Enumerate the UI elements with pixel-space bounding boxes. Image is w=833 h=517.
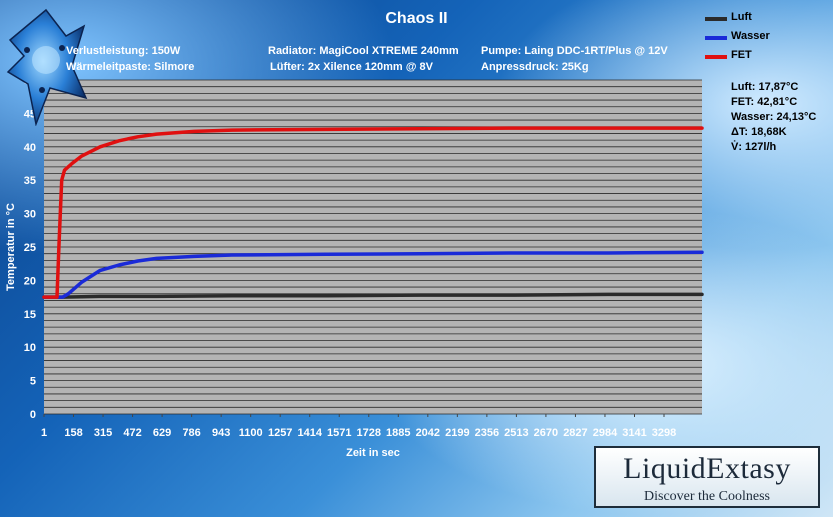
x-tick-label: 2199 xyxy=(445,427,469,439)
y-tick-label: 10 xyxy=(24,342,36,354)
brand-name: LiquidExtasy xyxy=(623,452,791,485)
y-tick-label: 35 xyxy=(24,175,36,187)
logo-star-icon xyxy=(6,8,88,131)
x-tick-label: 2984 xyxy=(593,427,618,439)
x-tick-label: 1728 xyxy=(357,427,381,439)
x-tick-label: 2042 xyxy=(416,427,440,439)
chart-legend: Luft Wasser FET xyxy=(705,10,825,67)
x-tick-label: 2513 xyxy=(504,427,528,439)
y-axis-label: Temperatur in °C xyxy=(5,203,17,291)
legend-item-luft: Luft xyxy=(705,10,825,29)
x-tick-label: 1885 xyxy=(386,427,410,439)
y-tick-label: 5 xyxy=(30,376,36,388)
readout-wasser: Wasser: 24,13°C xyxy=(731,111,817,123)
y-tick-label: 20 xyxy=(24,275,36,287)
y-tick-label: 0 xyxy=(30,409,36,421)
y-tick-label: 40 xyxy=(24,142,36,154)
series-line-wasser xyxy=(42,250,704,299)
info-radiator: Radiator: MagiCool XTREME 240mm xyxy=(268,45,459,57)
x-tick-label: 2356 xyxy=(475,427,499,439)
x-tick-label: 629 xyxy=(153,427,171,439)
legend-swatch-fet xyxy=(705,55,727,59)
x-tick-label: 1414 xyxy=(297,427,322,439)
info-anpressdruck: Anpressdruck: 25Kg xyxy=(481,61,589,73)
x-tick-label: 315 xyxy=(94,427,112,439)
legend-swatch-luft xyxy=(705,17,727,21)
brand-logo: LiquidExtasy Discover the Coolness xyxy=(594,446,820,508)
x-tick-label: 1571 xyxy=(327,427,351,439)
x-tick-label: 2670 xyxy=(534,427,558,439)
info-pumpe: Pumpe: Laing DDC-1RT/Plus @ 12V xyxy=(481,45,668,57)
chart-title: Chaos II xyxy=(385,10,448,27)
readouts-panel: Luft: 17,87°C FET: 42,81°C Wasser: 24,13… xyxy=(731,80,816,155)
x-tick-label: 3141 xyxy=(622,427,646,439)
legend-label-fet: FET xyxy=(731,49,752,61)
readout-flow: V̇: 127l/h xyxy=(731,141,777,153)
readout-luft: Luft: 17,87°C xyxy=(731,81,799,93)
y-tick-label: 25 xyxy=(24,242,36,254)
x-tick-label: 158 xyxy=(64,427,82,439)
x-axis-label: Zeit in sec xyxy=(346,447,400,459)
x-tick-label: 943 xyxy=(212,427,230,439)
info-luefter: Lüfter: 2x Xilence 120mm @ 8V xyxy=(270,61,433,73)
x-tick-label: 472 xyxy=(123,427,141,439)
readout-fet: FET: 42,81°C xyxy=(731,96,798,108)
legend-item-wasser: Wasser xyxy=(705,29,825,48)
legend-swatch-wasser xyxy=(705,36,727,40)
legend-label-wasser: Wasser xyxy=(731,30,770,42)
x-tick-label: 1257 xyxy=(268,427,292,439)
series-line-fet xyxy=(42,126,704,299)
info-waermeleitpaste: Wärmeleitpaste: Silmore xyxy=(66,61,195,73)
x-tick-label: 3298 xyxy=(652,427,676,439)
y-tick-label: 30 xyxy=(24,209,36,221)
x-tick-label: 786 xyxy=(182,427,200,439)
legend-item-fet: FET xyxy=(705,48,825,67)
series-line-luft xyxy=(42,292,704,299)
x-tick-label: 2827 xyxy=(563,427,587,439)
legend-label-luft: Luft xyxy=(731,11,752,23)
info-verlustleistung: Verlustleistung: 150W xyxy=(66,45,181,57)
x-tick-label: 1100 xyxy=(239,427,263,439)
y-tick-label: 15 xyxy=(24,309,36,321)
brand-tagline: Discover the Coolness xyxy=(644,489,770,504)
x-tick-label: 1 xyxy=(41,427,47,439)
readout-delta-t: ΔT: 18,68K xyxy=(731,126,787,138)
